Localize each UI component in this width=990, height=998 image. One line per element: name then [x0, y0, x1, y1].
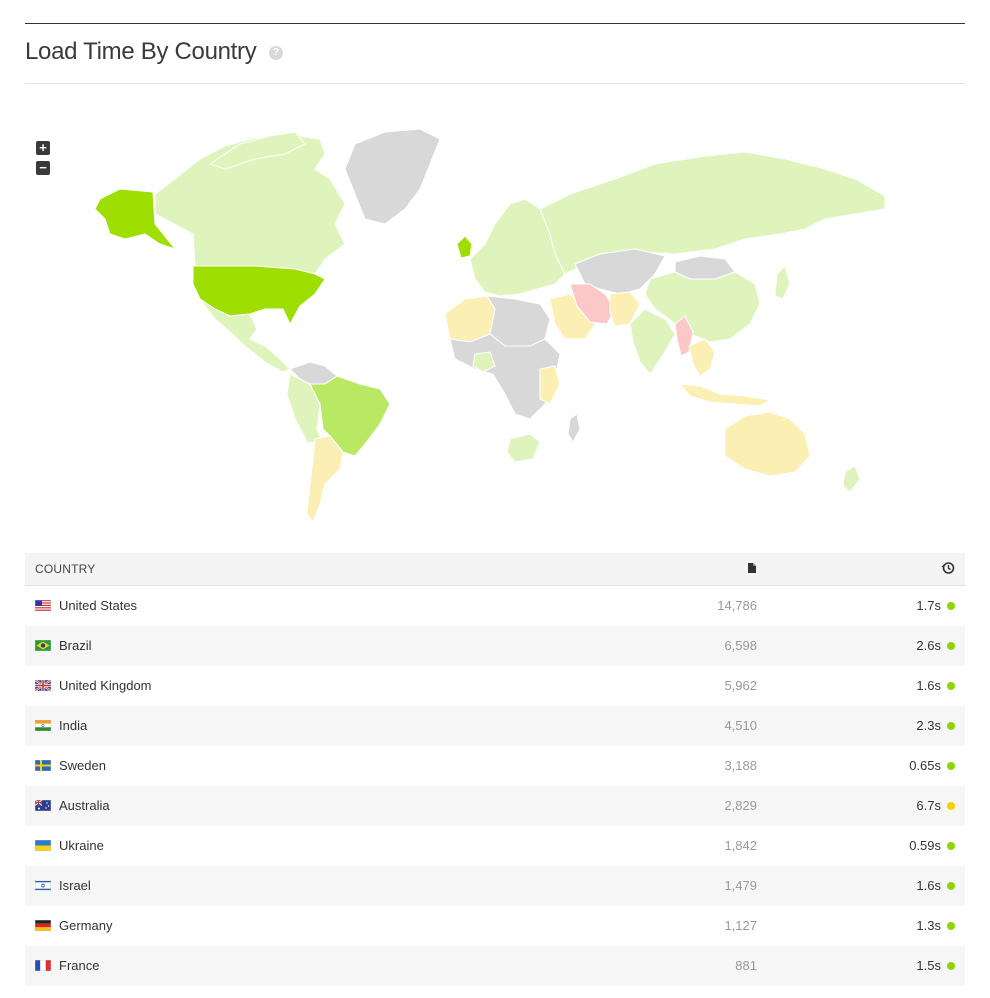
table-row[interactable]: France 881 1.5s	[25, 946, 965, 986]
table-row[interactable]: Australia 2,829 6.7s	[25, 786, 965, 826]
page-views-value: 881	[735, 958, 757, 973]
load-time-value: 2.3s	[916, 718, 941, 733]
map-region-indonesia	[678, 383, 772, 407]
map-region-se-asia	[688, 338, 716, 377]
widget-title: Load Time By Country	[25, 38, 257, 65]
table-row[interactable]: United States 14,786 1.7s	[25, 586, 965, 626]
flag-fr-icon	[35, 960, 51, 971]
table-row[interactable]: Israel 1,479 1.6s	[25, 866, 965, 906]
page-views-value: 1,842	[724, 838, 757, 853]
load-time-value: 0.65s	[909, 758, 941, 773]
map-region-argentina	[306, 435, 344, 524]
map-region-new-zealand	[842, 465, 861, 493]
country-name: Brazil	[59, 638, 92, 653]
country-name: India	[59, 718, 88, 733]
table-row[interactable]: Brazil 6,598 2.6s	[25, 626, 965, 666]
flag-au-icon	[35, 800, 51, 811]
flag-gb-icon	[35, 680, 51, 691]
flag-ua-icon	[35, 840, 51, 851]
table-row[interactable]: India 4,510 2.3s	[25, 706, 965, 746]
map-region-arabia	[549, 293, 596, 340]
table-row[interactable]: Sweden 3,188 0.65s	[25, 746, 965, 786]
map-region-east-africa	[539, 365, 561, 405]
zoom-in-button[interactable]: +	[36, 141, 50, 155]
page-views-value: 2,829	[724, 798, 757, 813]
map-region-united-kingdom	[456, 235, 473, 259]
status-dot	[947, 802, 955, 810]
map-region-alaska	[94, 188, 177, 251]
map-region-india	[629, 308, 676, 375]
status-dot	[947, 842, 955, 850]
country-name: United Kingdom	[59, 678, 152, 693]
map-region-australia	[724, 411, 811, 477]
status-dot	[947, 762, 955, 770]
status-dot	[947, 962, 955, 970]
status-dot	[947, 642, 955, 650]
country-table: COUNTRY United States 14,786 1.7s Brazil 6,5…	[25, 553, 965, 986]
map-region-south-africa	[506, 433, 541, 463]
flag-de-icon	[35, 920, 51, 931]
country-name: Australia	[59, 798, 110, 813]
table-header: COUNTRY	[25, 553, 965, 586]
map-region-madagascar	[567, 413, 581, 443]
page-views-value: 1,127	[724, 918, 757, 933]
question-circle-icon[interactable]: ?	[269, 46, 283, 60]
map-region-russia	[539, 151, 886, 275]
map-region-arctic-islands	[208, 131, 306, 170]
country-name: United States	[59, 598, 138, 613]
world-map-canvas	[94, 128, 886, 524]
top-divider	[25, 23, 965, 24]
map-region-nigeria	[472, 351, 496, 373]
load-time-value: 1.3s	[916, 918, 941, 933]
flag-in-icon	[35, 720, 51, 731]
table-row[interactable]: United Kingdom 5,962 1.6s	[25, 666, 965, 706]
status-dot	[947, 602, 955, 610]
world-map: + −	[25, 84, 965, 552]
flag-se-icon	[35, 760, 51, 771]
map-region-iran	[569, 283, 616, 325]
status-dot	[947, 922, 955, 930]
zoom-out-button[interactable]: −	[36, 161, 50, 175]
history-icon[interactable]	[941, 561, 955, 575]
flag-br-icon	[35, 640, 51, 651]
status-dot	[947, 682, 955, 690]
map-region-greenland	[344, 128, 441, 225]
widget-header: Load Time By Country ?	[25, 24, 965, 84]
load-time-value: 1.7s	[916, 598, 941, 613]
country-name: France	[59, 958, 100, 973]
load-time-value: 1.6s	[916, 878, 941, 893]
load-time-value: 6.7s	[916, 798, 941, 813]
country-name: Sweden	[59, 758, 106, 773]
page-views-value: 14,786	[717, 598, 757, 613]
page-views-value: 1,479	[724, 878, 757, 893]
page-icon[interactable]	[748, 563, 756, 573]
load-time-value: 1.6s	[916, 678, 941, 693]
status-dot	[947, 722, 955, 730]
page-views-value: 5,962	[724, 678, 757, 693]
load-time-value: 1.5s	[916, 958, 941, 973]
flag-il-icon	[35, 880, 51, 891]
page-views-value: 6,598	[724, 638, 757, 653]
map-region-north-africa-east	[486, 295, 551, 347]
table-row[interactable]: Germany 1,127 1.3s	[25, 906, 965, 946]
country-name: Israel	[59, 878, 91, 893]
page-views-value: 3,188	[724, 758, 757, 773]
country-name: Germany	[59, 918, 113, 933]
status-dot	[947, 882, 955, 890]
load-time-value: 2.6s	[916, 638, 941, 653]
map-region-mexico	[199, 298, 291, 373]
table-row[interactable]: Ukraine 1,842 0.59s	[25, 826, 965, 866]
country-column-header[interactable]: COUNTRY	[35, 562, 96, 576]
map-region-japan	[774, 265, 791, 300]
load-time-value: 0.59s	[909, 838, 941, 853]
country-name: Ukraine	[59, 838, 104, 853]
map-region-china	[644, 271, 761, 343]
page-views-value: 4,510	[724, 718, 757, 733]
flag-us-icon	[35, 600, 51, 611]
table-body: United States 14,786 1.7s Brazil 6,598 2.6s Un…	[25, 586, 965, 986]
